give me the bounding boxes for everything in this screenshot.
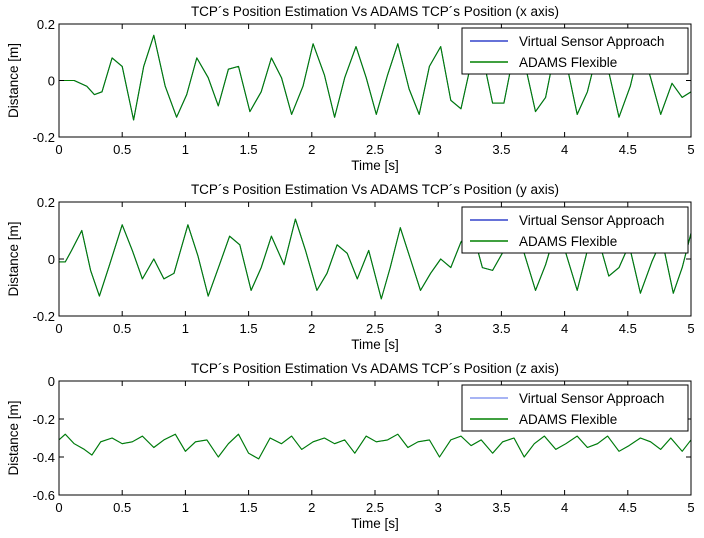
x-tick-label: 1.5 bbox=[240, 142, 258, 157]
series-line-2 bbox=[59, 433, 691, 460]
x-tick-label: 1 bbox=[182, 142, 189, 157]
legend-label-2: ADAMS Flexible bbox=[519, 234, 617, 249]
x-axis-label: Time [s] bbox=[351, 158, 399, 173]
x-tick-label: 1.5 bbox=[240, 500, 258, 515]
x-tick-label: 1 bbox=[182, 321, 189, 336]
x-tick-label: 3.5 bbox=[492, 321, 510, 336]
x-tick-label: 2.5 bbox=[366, 321, 384, 336]
y-tick-label: -0.6 bbox=[33, 488, 55, 503]
x-tick-label: 5 bbox=[687, 500, 694, 515]
legend: Virtual Sensor Approach ADAMS Flexible bbox=[461, 27, 689, 75]
x-tick-label: 2 bbox=[308, 321, 315, 336]
chart-title: TCP´s Position Estimation Vs ADAMS TCP´s… bbox=[191, 182, 559, 197]
y-tick-label: -0.2 bbox=[33, 309, 55, 324]
y-axis-label: Distance [m] bbox=[6, 43, 21, 118]
y-tick-label: -0.2 bbox=[33, 130, 55, 145]
x-tick-label: 4.5 bbox=[619, 500, 637, 515]
y-tick-label: 0 bbox=[48, 74, 55, 89]
y-tick-label: 0 bbox=[48, 374, 55, 389]
legend-box bbox=[461, 206, 689, 254]
y-tick-label: -0.2 bbox=[33, 412, 55, 427]
x-tick-label: 5 bbox=[687, 142, 694, 157]
legend-label-1: Virtual Sensor Approach bbox=[519, 34, 664, 49]
series-line-2 bbox=[59, 34, 691, 121]
legend-box bbox=[461, 384, 689, 432]
legend-label-2: ADAMS Flexible bbox=[519, 55, 617, 70]
chart-title: TCP´s Position Estimation Vs ADAMS TCP´s… bbox=[191, 361, 559, 376]
x-tick-label: 4.5 bbox=[619, 321, 637, 336]
x-tick-label: 0 bbox=[55, 321, 62, 336]
y-axis-label: Distance [m] bbox=[6, 221, 21, 296]
x-tick-label: 0.5 bbox=[113, 142, 131, 157]
y-tick-label: -0.4 bbox=[33, 450, 55, 465]
legend: Virtual Sensor Approach ADAMS Flexible bbox=[461, 384, 689, 432]
x-tick-label: 3 bbox=[435, 142, 442, 157]
x-tick-label: 5 bbox=[687, 321, 694, 336]
x-tick-label: 0 bbox=[55, 500, 62, 515]
x-tick-label: 3.5 bbox=[492, 142, 510, 157]
legend-label-1: Virtual Sensor Approach bbox=[519, 391, 664, 406]
x-tick-label: 2 bbox=[308, 500, 315, 515]
x-tick-label: 4 bbox=[561, 500, 568, 515]
legend-label-2: ADAMS Flexible bbox=[519, 412, 617, 427]
chart-panel-1: TCP´s Position Estimation Vs ADAMS TCP´s… bbox=[6, 4, 695, 173]
x-tick-label: 0.5 bbox=[113, 321, 131, 336]
y-axis-label: Distance [m] bbox=[6, 400, 21, 475]
x-tick-label: 1 bbox=[182, 500, 189, 515]
legend-label-1: Virtual Sensor Approach bbox=[519, 213, 664, 228]
chart-panel-3: TCP´s Position Estimation Vs ADAMS TCP´s… bbox=[6, 361, 695, 531]
x-tick-label: 2.5 bbox=[366, 142, 384, 157]
x-tick-label: 3 bbox=[435, 500, 442, 515]
x-tick-label: 4 bbox=[561, 321, 568, 336]
chart-panel-2: TCP´s Position Estimation Vs ADAMS TCP´s… bbox=[6, 182, 695, 352]
y-tick-label: 0.2 bbox=[37, 17, 55, 32]
chart-title: TCP´s Position Estimation Vs ADAMS TCP´s… bbox=[191, 4, 559, 19]
x-axis-label: Time [s] bbox=[351, 337, 399, 352]
x-tick-label: 2 bbox=[308, 142, 315, 157]
x-tick-label: 1.5 bbox=[240, 321, 258, 336]
x-tick-label: 2.5 bbox=[366, 500, 384, 515]
y-tick-label: 0.2 bbox=[37, 195, 55, 210]
legend: Virtual Sensor Approach ADAMS Flexible bbox=[461, 206, 689, 254]
series-line-2 bbox=[59, 218, 691, 300]
x-tick-label: 0.5 bbox=[113, 500, 131, 515]
legend-box bbox=[461, 27, 689, 75]
x-tick-label: 3 bbox=[435, 321, 442, 336]
x-tick-label: 0 bbox=[55, 142, 62, 157]
x-tick-label: 4.5 bbox=[619, 142, 637, 157]
y-tick-label: 0 bbox=[48, 252, 55, 267]
x-tick-label: 3.5 bbox=[492, 500, 510, 515]
x-tick-label: 4 bbox=[561, 142, 568, 157]
x-axis-label: Time [s] bbox=[351, 516, 399, 531]
